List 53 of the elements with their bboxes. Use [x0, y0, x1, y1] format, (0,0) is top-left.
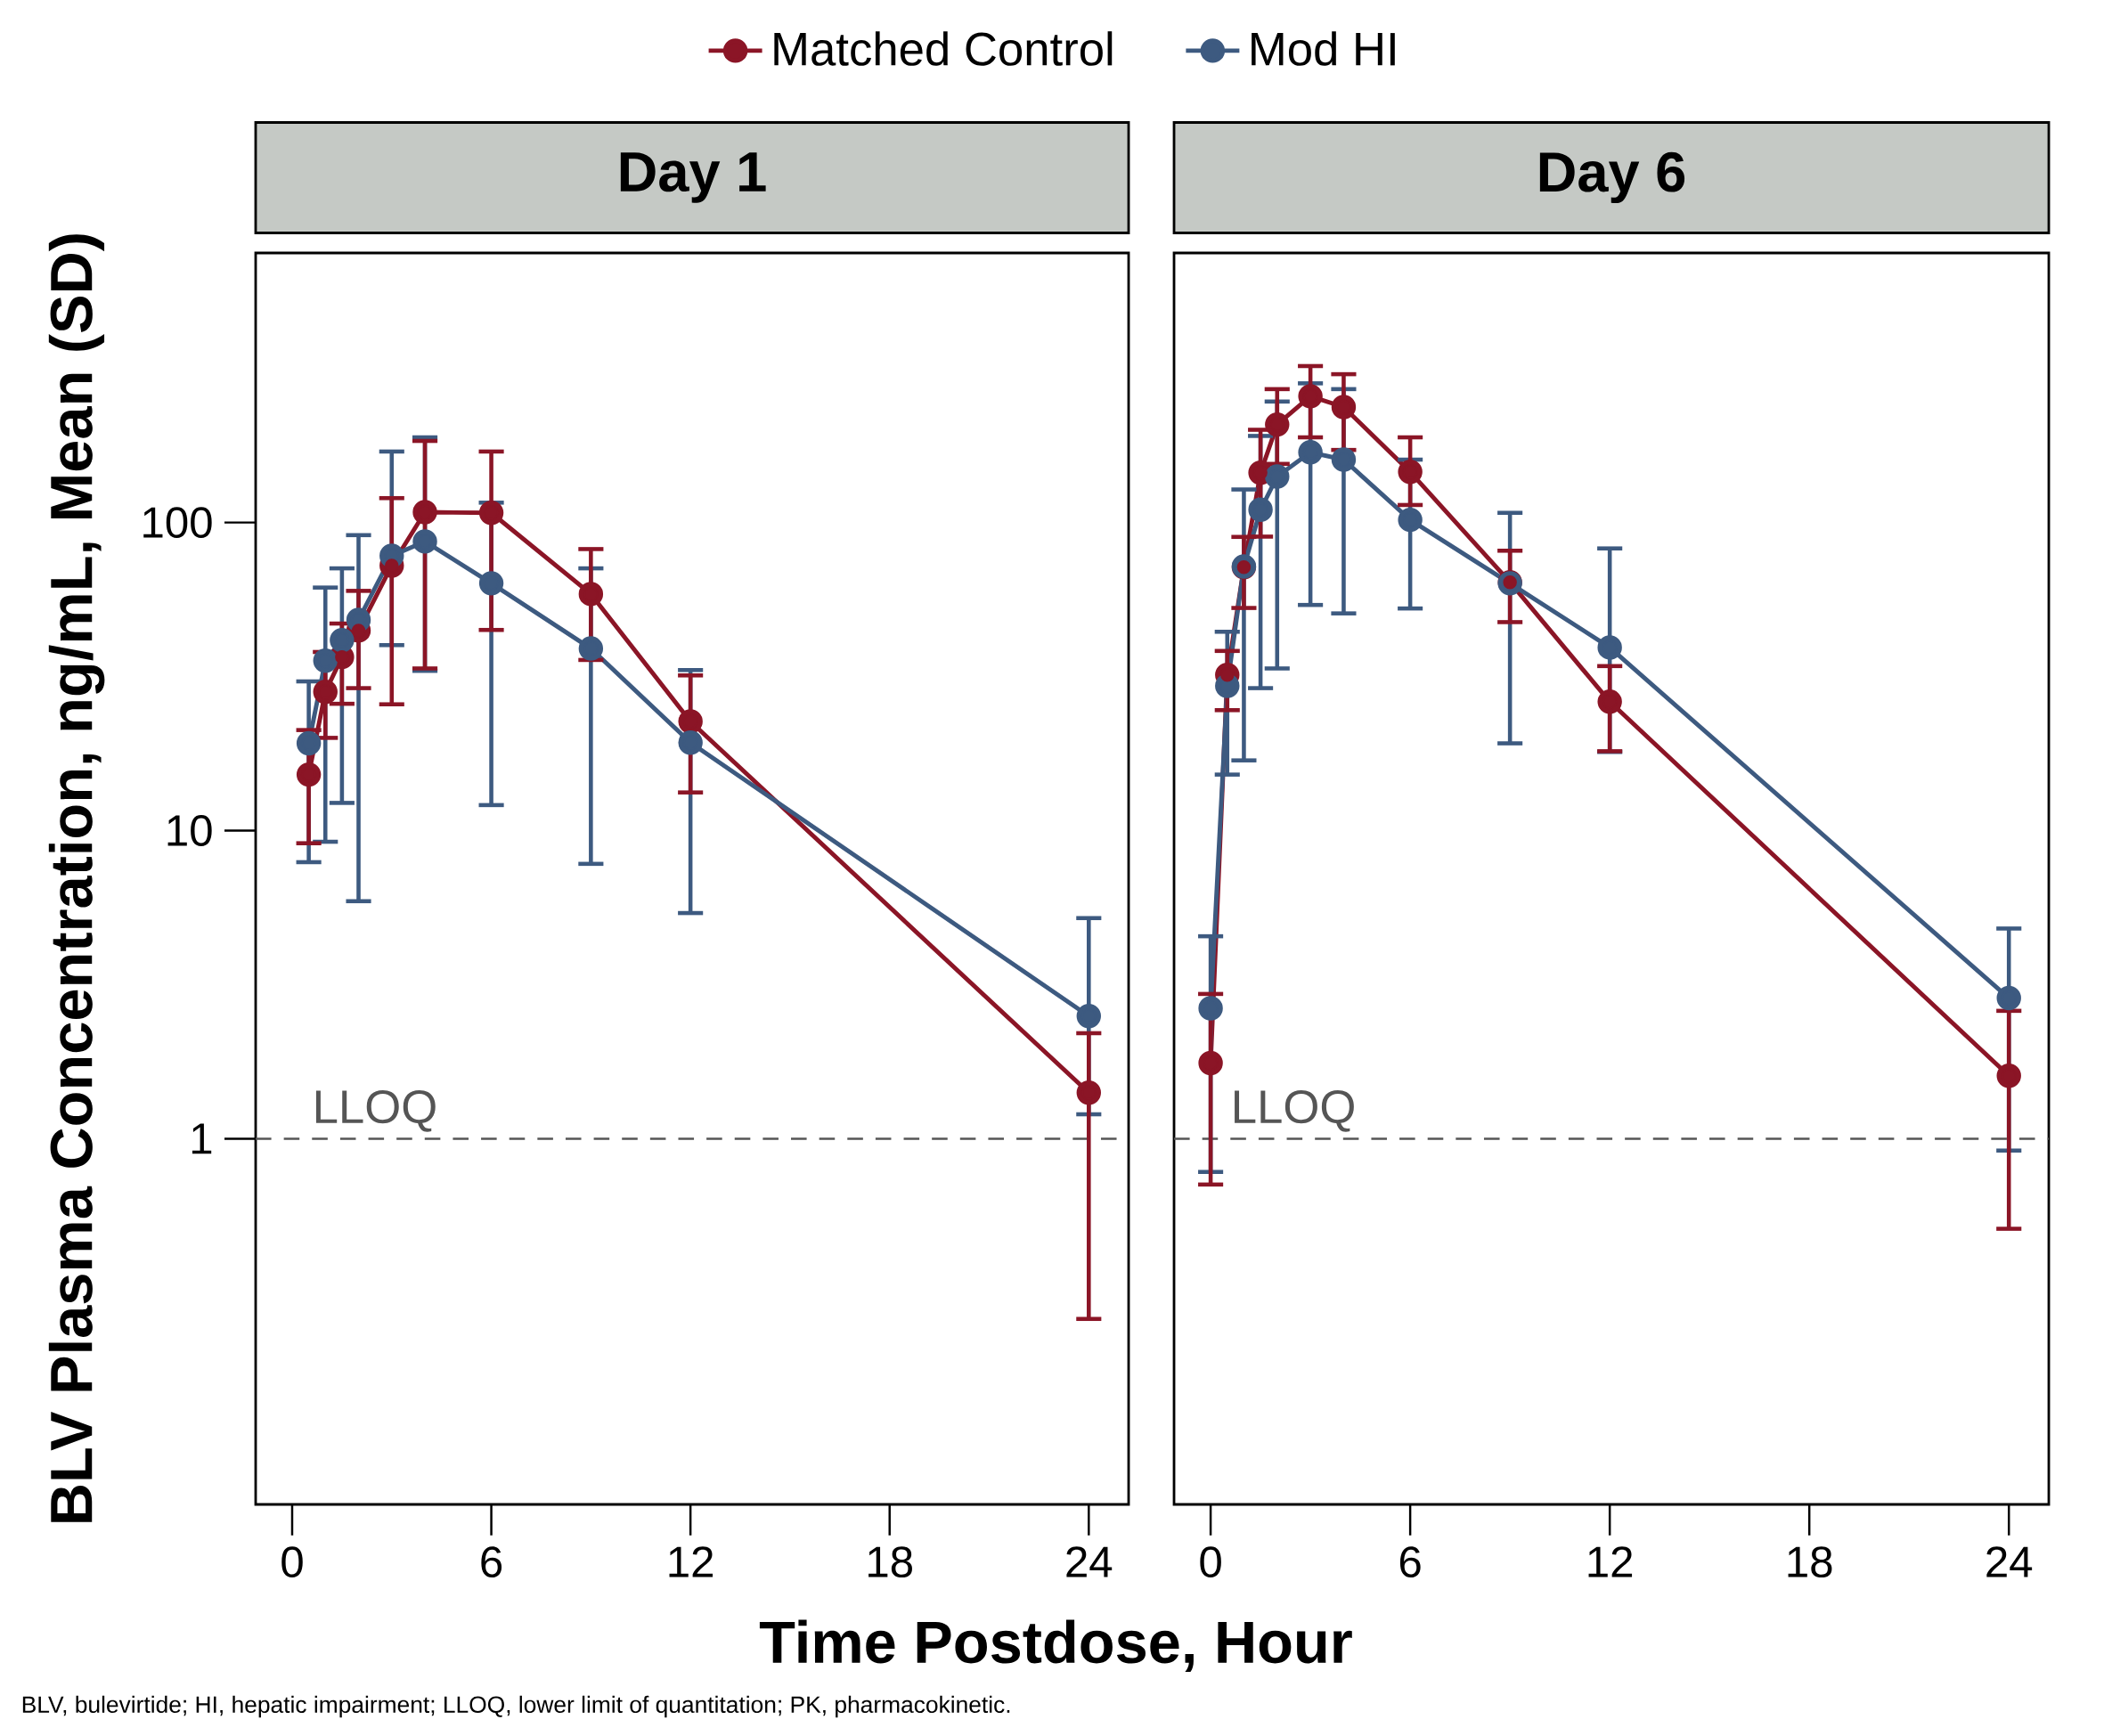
y-tick-label: 10	[167, 815, 212, 846]
point	[1597, 689, 1622, 714]
point	[1298, 440, 1323, 465]
point	[1996, 1064, 2021, 1088]
point	[1331, 447, 1357, 472]
legend-label: Matched Control	[774, 31, 1113, 66]
x-tick-label: 24	[1066, 1546, 1113, 1577]
x-tick-label: 18	[1788, 1546, 1832, 1578]
point	[412, 500, 437, 525]
point	[678, 730, 703, 755]
ref-line-label: LLOQ	[315, 1089, 436, 1132]
x-tick-label: 6	[481, 1546, 502, 1578]
y-tick-label: 100	[143, 507, 212, 539]
x-tick-label: 12	[669, 1546, 714, 1577]
point	[1076, 1080, 1102, 1105]
point	[1248, 497, 1273, 523]
point	[1331, 395, 1357, 420]
point	[1248, 460, 1273, 485]
point	[578, 582, 604, 607]
point	[296, 730, 322, 756]
point	[478, 501, 504, 526]
point	[1398, 507, 1423, 533]
point	[1198, 996, 1223, 1021]
chart-title: Day 6	[1539, 151, 1685, 204]
point	[412, 529, 437, 554]
legend-label: Mod HI	[1252, 31, 1395, 66]
x-tick-label: 24	[1986, 1546, 2033, 1577]
chart-title: Day 1	[620, 152, 766, 203]
text: BLV, bulevirtide; HI, hepatic impairment; LLOQ, lower limit of quantitation; PK, pharmacokinetic.	[22, 1695, 1010, 1718]
point	[678, 709, 703, 734]
point	[296, 762, 322, 787]
x-tick-label: 0	[281, 1546, 303, 1578]
point	[1398, 460, 1423, 485]
ref-line-label: LLOQ	[1235, 1089, 1354, 1132]
point	[313, 648, 338, 673]
x-tick-label: 0	[1200, 1546, 1221, 1578]
point	[1597, 635, 1622, 660]
point	[578, 636, 604, 661]
point	[478, 571, 504, 596]
point	[1265, 412, 1290, 437]
point	[313, 680, 338, 705]
x-axis-title: Time Postdose, Hour	[759, 1619, 1352, 1673]
point	[1076, 1004, 1102, 1029]
y-tick-label: 1	[192, 1123, 212, 1154]
point	[1198, 1050, 1223, 1076]
point	[1996, 985, 2021, 1011]
x-tick-label: 6	[1399, 1546, 1421, 1578]
point	[330, 628, 355, 653]
point	[1265, 464, 1290, 489]
y-axis-title: BLV Plasma Concentration, ng/mL, Mean (SD)	[48, 234, 105, 1522]
x-tick-label: 18	[868, 1546, 912, 1578]
x-tick-label: 12	[1588, 1546, 1633, 1577]
point	[1298, 384, 1323, 409]
